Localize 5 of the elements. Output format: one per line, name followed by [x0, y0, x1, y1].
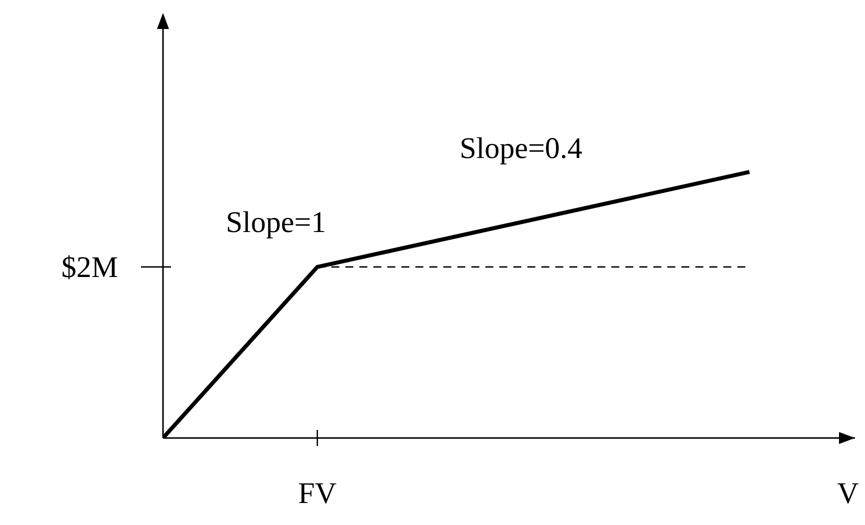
x-axis-title: V: [837, 477, 860, 510]
text: FV: [298, 477, 337, 510]
text: Slope=0.4: [460, 132, 582, 165]
ref-line-label: $2M: [61, 250, 118, 284]
annotation: Slope=1: [226, 206, 326, 239]
